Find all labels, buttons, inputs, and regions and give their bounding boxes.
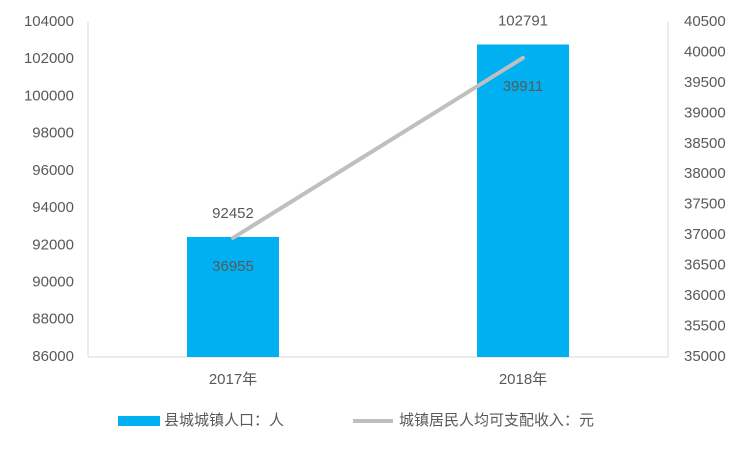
y2-tick-label: 35000 bbox=[684, 348, 726, 365]
y-tick-label: 86000 bbox=[32, 348, 74, 365]
line bbox=[231, 55, 525, 240]
y-tick-label: 92000 bbox=[32, 236, 74, 253]
bar bbox=[477, 44, 569, 358]
legend-label: 县城城镇人口：人 bbox=[164, 412, 284, 429]
y2-tick-label: 38500 bbox=[684, 135, 726, 152]
bar bbox=[187, 236, 279, 357]
y-tick-label: 100000 bbox=[24, 87, 74, 104]
legend-label: 城镇居民人均可支配收入：元 bbox=[399, 412, 594, 429]
y-tick-label: 96000 bbox=[32, 162, 74, 179]
bar-value-label: 102791 bbox=[498, 12, 548, 29]
x-tick-label: 2018年 bbox=[499, 371, 547, 388]
y2-tick-label: 40500 bbox=[684, 13, 726, 30]
y2-tick-label: 37000 bbox=[684, 226, 726, 243]
y-tick-label: 102000 bbox=[24, 50, 74, 67]
y2-tick-label: 37500 bbox=[684, 196, 726, 213]
line-value-label: 39911 bbox=[503, 78, 544, 95]
y-tick-label: 98000 bbox=[32, 125, 74, 142]
y-tick-label: 94000 bbox=[32, 199, 74, 216]
bar-value-label: 92452 bbox=[212, 205, 254, 222]
y-tick-label: 90000 bbox=[32, 274, 74, 291]
y2-tick-label: 36000 bbox=[684, 287, 726, 304]
y2-tick-label: 39500 bbox=[684, 74, 726, 91]
y2-tick-label: 36500 bbox=[684, 257, 726, 274]
y-tick-label: 104000 bbox=[24, 13, 74, 30]
y2-tick-label: 39000 bbox=[684, 104, 726, 121]
y2-tick-label: 38000 bbox=[684, 165, 726, 182]
y2-tick-label: 35500 bbox=[684, 318, 726, 335]
y-tick-label: 88000 bbox=[32, 311, 74, 328]
legend-swatch bbox=[118, 416, 160, 426]
y2-tick-label: 40000 bbox=[684, 43, 726, 60]
x-tick-label: 2017年 bbox=[209, 371, 257, 388]
line-value-label: 36955 bbox=[212, 258, 254, 275]
